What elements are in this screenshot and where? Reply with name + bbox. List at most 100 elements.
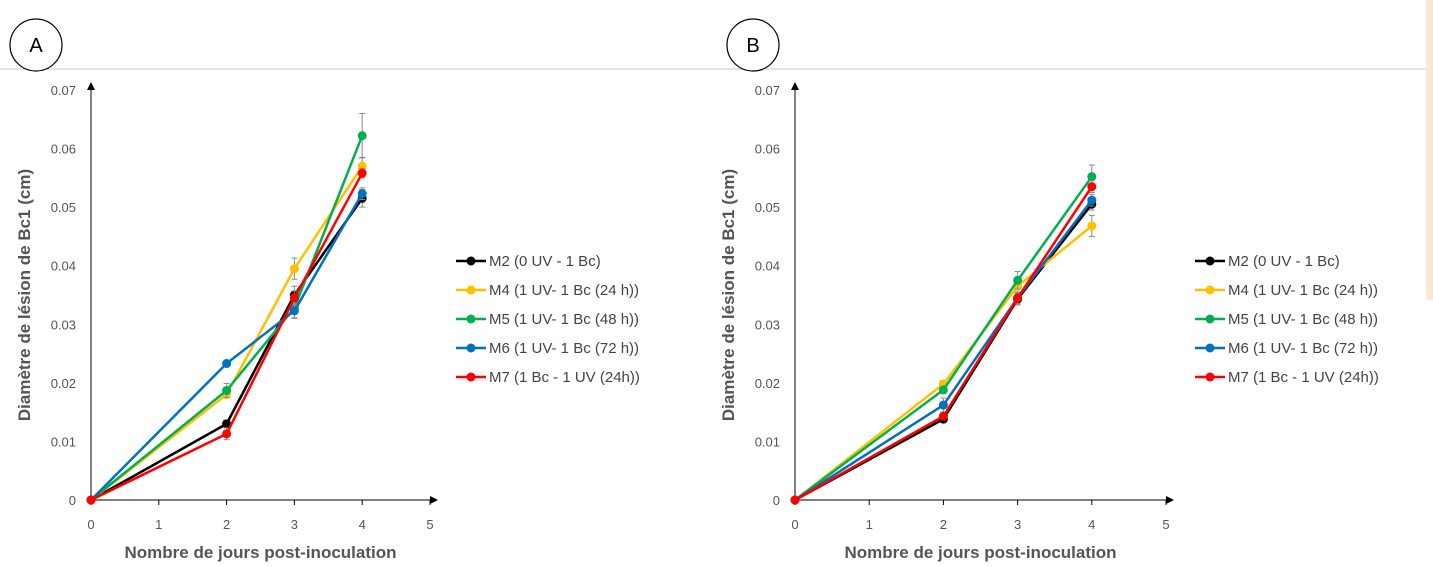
series-line	[90, 172, 364, 502]
legend-swatch-marker	[1205, 256, 1215, 266]
x-tick-label: 0	[87, 517, 94, 532]
y-tick-label: 0.05	[51, 200, 76, 215]
legend-swatch-marker	[466, 343, 476, 353]
y-axis-arrow	[791, 82, 799, 90]
y-tick-label: 0.06	[755, 142, 780, 157]
x-tick-label: 2	[223, 517, 230, 532]
y-tick-label: 0.07	[51, 83, 76, 98]
y-tick-label: 0.04	[51, 259, 76, 274]
data-point	[938, 411, 948, 421]
x-tick-label: 4	[359, 517, 366, 532]
legend: M2 (0 UV - 1 Bc) M4 (1 UV- 1 Bc (24 h)) M5…	[456, 253, 640, 386]
legend-label: M2 (0 UV - 1 Bc)	[489, 253, 601, 270]
series-line	[794, 203, 1093, 502]
y-tick-label: 0	[69, 493, 76, 508]
legend-label: M4 (1 UV- 1 Bc (24 h))	[489, 282, 639, 299]
data-point	[1087, 221, 1097, 231]
x-tick-label: 4	[1088, 517, 1095, 532]
x-tick-label: 5	[1162, 517, 1169, 532]
legend-label: M6 (1 UV- 1 Bc (72 h))	[1228, 340, 1378, 357]
series-3	[86, 112, 367, 505]
y-axis-title: Diamètre de lésion de Bc1 (cm)	[15, 169, 34, 421]
data-point	[938, 385, 948, 395]
series-2	[790, 214, 1097, 505]
panel-label: B	[746, 35, 759, 57]
series-line	[90, 135, 364, 501]
data-point	[222, 359, 232, 369]
legend: M2 (0 UV - 1 Bc) M4 (1 UV- 1 Bc (24 h)) M5…	[1195, 253, 1379, 386]
x-tick-label: 3	[1014, 517, 1021, 532]
x-axis-title: Nombre de jours post-inoculation	[124, 543, 396, 562]
y-tick-label: 0.01	[755, 434, 780, 449]
legend-swatch-marker	[1205, 343, 1215, 353]
data-point	[1013, 293, 1023, 303]
data-point	[86, 495, 96, 505]
data-point	[1087, 182, 1097, 192]
data-point	[357, 131, 367, 141]
legend-label: M4 (1 UV- 1 Bc (24 h))	[1228, 282, 1378, 299]
series-4	[86, 187, 367, 505]
x-tick-label: 5	[426, 517, 433, 532]
series-line	[90, 197, 364, 502]
x-tick-label: 2	[940, 517, 947, 532]
legend-label: M7 (1 Bc - 1 UV (24h))	[489, 369, 640, 386]
y-tick-label: 0.04	[755, 259, 780, 274]
x-tick-label: 1	[155, 517, 162, 532]
data-point	[1087, 195, 1097, 205]
data-point	[1087, 172, 1097, 182]
chart-panel-a: A 0 1 2 3 4 5 0 0.01 0.02 0.03 0.04 0.05 0.06 0.07 Nomb…	[9, 18, 640, 562]
data-point	[357, 189, 367, 199]
series-line	[90, 193, 364, 501]
x-axis-arrow	[1166, 496, 1174, 504]
y-tick-label: 0.03	[51, 317, 76, 332]
legend-swatch-marker	[466, 285, 476, 295]
y-tick-label: 0.05	[755, 200, 780, 215]
data-point	[222, 429, 232, 439]
legend-label: M6 (1 UV- 1 Bc (72 h))	[489, 340, 639, 357]
legend-swatch-marker	[466, 314, 476, 324]
panel-label-circle	[9, 18, 63, 72]
data-point	[938, 400, 948, 410]
x-tick-label: 1	[866, 517, 873, 532]
legend-swatch-marker	[1205, 372, 1215, 382]
y-axis-title: Diamètre de lésion de Bc1 (cm)	[719, 169, 738, 421]
legend-swatch-marker	[1205, 285, 1215, 295]
y-axis-arrow	[87, 82, 95, 90]
series-line	[794, 224, 1093, 501]
y-tick-label: 0.07	[755, 83, 780, 98]
series-3	[790, 164, 1097, 505]
series-1	[86, 189, 367, 505]
series-line	[794, 199, 1093, 502]
legend-label: M5 (1 UV- 1 Bc (48 h))	[1228, 311, 1378, 328]
series-1	[790, 197, 1097, 505]
data-point	[357, 168, 367, 178]
chart-panel-b: B 0 1 2 3 4 5 0 0.01 0.02 0.03 0.04 0.05 0.06 0.07 Nomb…	[719, 18, 1379, 562]
x-tick-label: 3	[291, 517, 298, 532]
data-point	[289, 264, 299, 274]
y-tick-label: 0.06	[51, 142, 76, 157]
series-line	[90, 165, 364, 501]
panel-label: A	[29, 35, 43, 57]
legend-label: M7 (1 Bc - 1 UV (24h))	[1228, 369, 1379, 386]
x-axis-title: Nombre de jours post-inoculation	[844, 543, 1116, 562]
series-2	[86, 156, 367, 505]
data-point	[289, 293, 299, 303]
y-tick-label: 0.01	[51, 434, 76, 449]
y-tick-label: 0.03	[755, 317, 780, 332]
legend-swatch-marker	[466, 372, 476, 382]
y-tick-label: 0.02	[755, 376, 780, 391]
legend-label: M5 (1 UV- 1 Bc (48 h))	[489, 311, 639, 328]
legend-swatch-marker	[1205, 314, 1215, 324]
panel-label-circle	[726, 18, 780, 72]
data-point	[1013, 275, 1023, 285]
legend-swatch-marker	[466, 256, 476, 266]
y-tick-label: 0	[773, 493, 780, 508]
legend-label: M2 (0 UV - 1 Bc)	[1228, 253, 1340, 270]
data-point	[289, 306, 299, 316]
data-point	[222, 385, 232, 395]
right-edge-strip	[1426, 0, 1433, 300]
series-4	[790, 193, 1097, 505]
series-line	[794, 175, 1093, 502]
series-line	[794, 185, 1093, 502]
